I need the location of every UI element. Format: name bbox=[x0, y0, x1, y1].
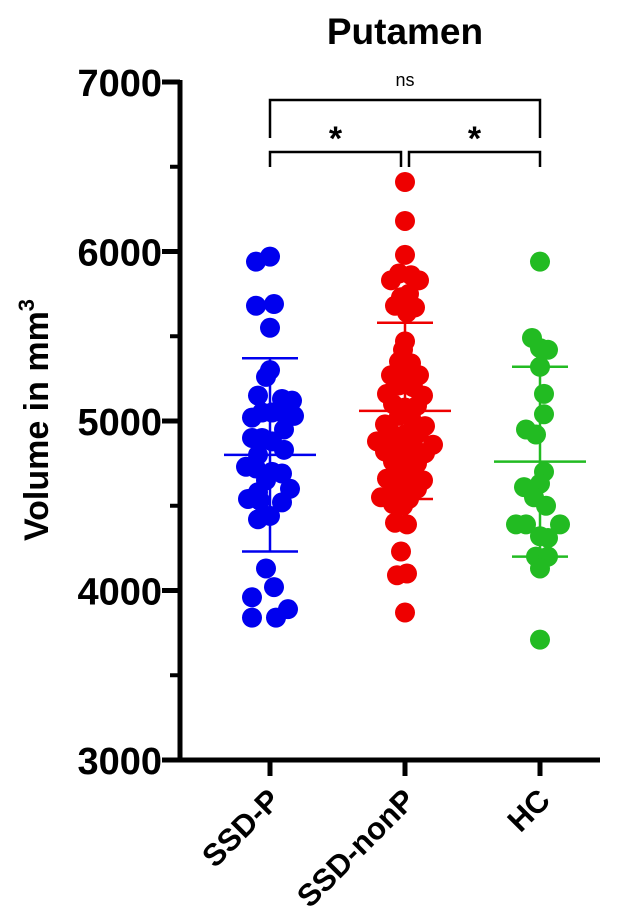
significance-bracket-left bbox=[268, 150, 403, 167]
data-point bbox=[266, 607, 286, 628]
data-point bbox=[256, 366, 276, 387]
data-point bbox=[516, 514, 536, 535]
data-point bbox=[530, 558, 550, 579]
data-point bbox=[248, 385, 268, 406]
significance-brackets: ns * * bbox=[268, 70, 542, 167]
data-point bbox=[534, 383, 554, 404]
data-point bbox=[538, 527, 558, 548]
chart-title: Putamen bbox=[327, 11, 483, 52]
y-tick-label: 6000 bbox=[77, 233, 162, 275]
data-point bbox=[397, 302, 417, 323]
data-point bbox=[395, 602, 415, 623]
data-point bbox=[264, 577, 284, 598]
data-point bbox=[534, 404, 554, 425]
data-point bbox=[395, 172, 415, 193]
data-point bbox=[274, 439, 294, 460]
significance-label-right: * bbox=[468, 120, 482, 158]
data-point bbox=[264, 294, 284, 315]
significance-label-outer: ns bbox=[395, 70, 414, 90]
data-point bbox=[246, 251, 266, 272]
y-tick-label: 7000 bbox=[77, 63, 162, 105]
data-point bbox=[526, 424, 546, 445]
significance-label-left: * bbox=[329, 120, 343, 158]
y-axis-label-superscript: 3 bbox=[14, 299, 39, 311]
data-point bbox=[272, 463, 292, 484]
data-point bbox=[242, 587, 262, 608]
x-tick-label: SSD-P bbox=[195, 782, 287, 874]
data-point bbox=[256, 558, 276, 579]
data-point bbox=[260, 317, 280, 338]
data-point bbox=[246, 295, 266, 316]
x-tick-label: HC bbox=[501, 782, 557, 838]
data-point bbox=[391, 541, 411, 562]
data-point bbox=[272, 492, 292, 513]
data-point bbox=[530, 629, 550, 650]
y-axis-label: Volume in mm3 bbox=[14, 299, 56, 541]
x-tick-labels: SSD-P SSD-nonP HC bbox=[195, 782, 557, 914]
data-point bbox=[397, 563, 417, 584]
data-point bbox=[530, 251, 550, 272]
y-tick-label: 4000 bbox=[77, 572, 162, 614]
data-point bbox=[393, 495, 413, 516]
data-point bbox=[242, 407, 262, 428]
data-point bbox=[395, 244, 415, 265]
significance-bracket-outer bbox=[268, 98, 542, 138]
data-point bbox=[250, 490, 270, 511]
mean-sd-bars bbox=[224, 321, 586, 558]
data-point bbox=[397, 514, 417, 535]
data-point bbox=[242, 607, 262, 628]
y-tick-label: 5000 bbox=[77, 402, 162, 444]
data-point bbox=[538, 339, 558, 360]
y-tick-label: 3000 bbox=[77, 741, 162, 783]
x-tick-label: SSD-nonP bbox=[290, 782, 422, 914]
significance-bracket-right bbox=[407, 150, 542, 167]
y-axis-label-text: Volume in mm bbox=[18, 311, 56, 541]
data-point bbox=[550, 514, 570, 535]
axes: 3000 4000 5000 6000 7000 bbox=[77, 63, 600, 783]
data-point bbox=[381, 270, 401, 291]
data-point bbox=[395, 210, 415, 231]
